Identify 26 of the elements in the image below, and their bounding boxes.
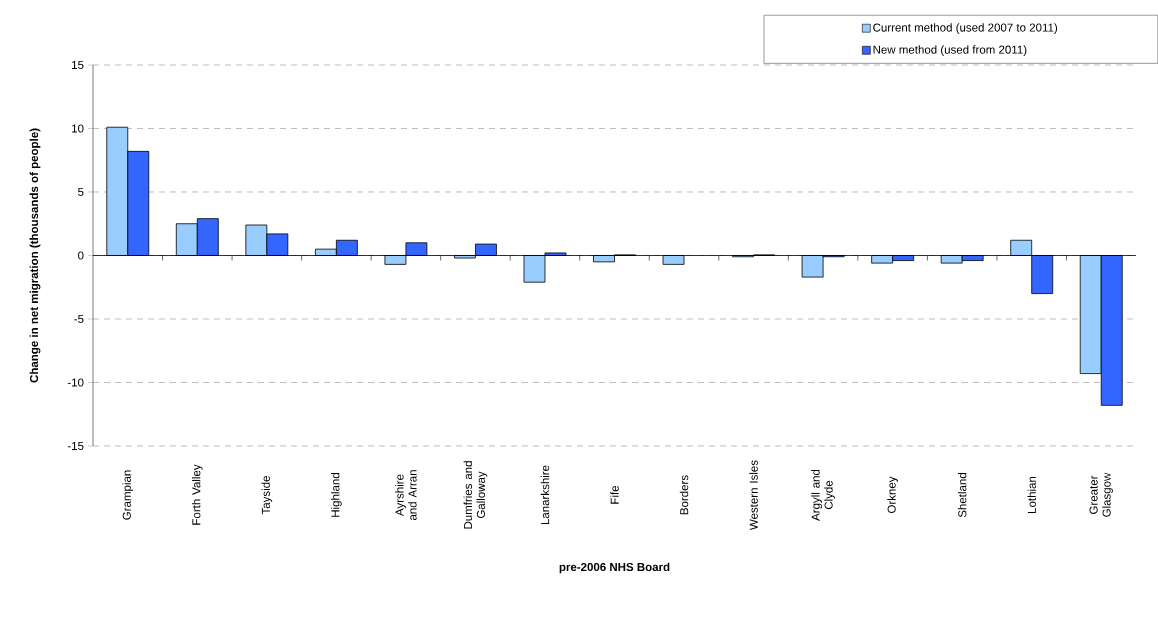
- x-axis-title: pre-2006 NHS Board: [559, 562, 670, 574]
- x-tick-label: Argyll and Clyde: [811, 469, 835, 521]
- legend-label: Current method (used 2007 to 2011): [873, 23, 1058, 34]
- x-tick-label: Ayrshire and Arran: [395, 470, 417, 521]
- y-tick-label: 15: [72, 60, 84, 69]
- x-tick-label: Dumfries and Galloway: [463, 461, 488, 529]
- y-tick-label: -10: [67, 378, 84, 387]
- x-tick-label: Greater Glasgow: [1089, 472, 1113, 517]
- y-tick-label: 5: [78, 187, 84, 196]
- x-tick-label: Lothian: [1027, 476, 1036, 513]
- x-tick-label: Tayside: [261, 476, 273, 515]
- x-tick-label: Lanarkshire: [540, 465, 550, 525]
- x-tick-label: Highland: [331, 473, 342, 517]
- y-tick-label: -5: [74, 314, 84, 323]
- y-tick-label: 10: [72, 124, 84, 133]
- y-tick-label: 0: [78, 251, 84, 260]
- y-tick-label: -15: [67, 441, 84, 450]
- x-tick-label: Borders: [679, 475, 689, 515]
- x-tick-label: Grampian: [122, 470, 134, 520]
- x-tick-label: Fife: [610, 485, 619, 504]
- y-axis-title: Change in net migration (thousands of people): [29, 128, 41, 383]
- x-tick-label: Western Isles: [749, 460, 758, 531]
- x-tick-label: Forth Valley: [191, 464, 203, 525]
- x-tick-label: Shetland: [957, 473, 967, 518]
- x-tick-label: Orkney: [887, 476, 898, 514]
- legend-label: New method (used from 2011): [873, 45, 1027, 56]
